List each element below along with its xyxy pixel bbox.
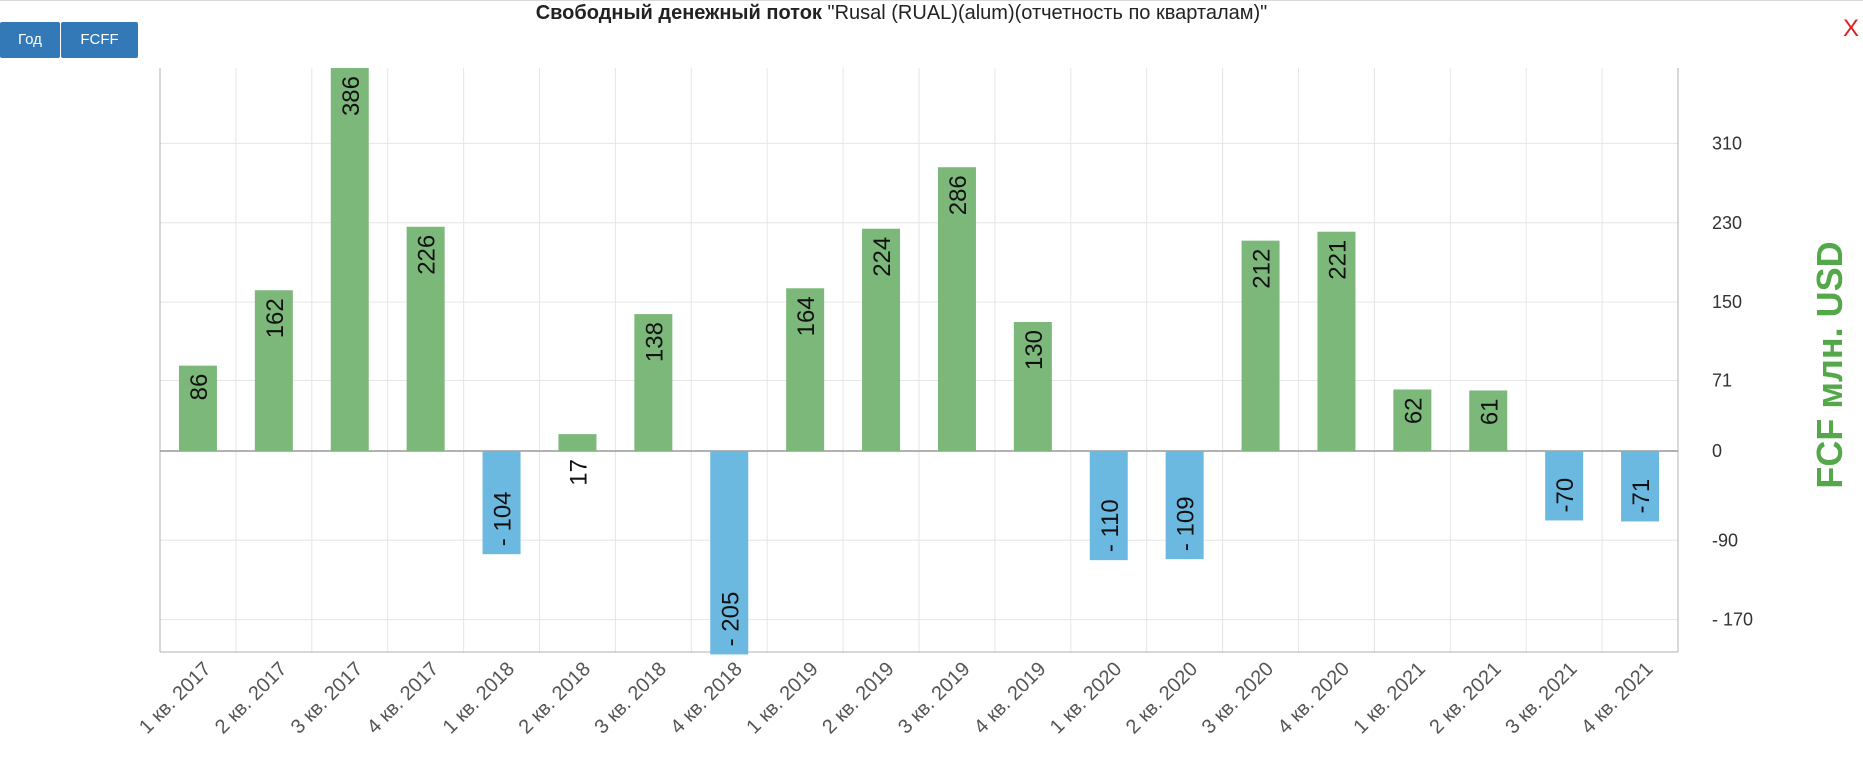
- data-label: - 109: [1173, 496, 1200, 551]
- x-tick-label: 4 кв. 2019: [970, 658, 1050, 738]
- bar[interactable]: [937, 167, 976, 452]
- top-border: [0, 0, 1863, 1]
- data-label: 286: [945, 175, 972, 215]
- data-label: - 205: [717, 592, 744, 647]
- bar[interactable]: [634, 314, 673, 451]
- grid: [159, 68, 1679, 653]
- data-labels: 86 162 386 226 - 104 17 138 - 205 164 224 286 130 - …: [186, 76, 1655, 646]
- data-label: 226: [414, 235, 441, 275]
- bar[interactable]: [178, 365, 217, 451]
- data-label: 386: [338, 76, 365, 116]
- data-label: 138: [641, 322, 668, 362]
- data-label: 17: [565, 459, 592, 486]
- y-tick-label: 230: [1712, 213, 1742, 233]
- bar[interactable]: [558, 434, 597, 451]
- bar[interactable]: [710, 451, 749, 655]
- y-tick-label: 0: [1712, 441, 1722, 461]
- x-tick-label: 4 кв. 2020: [1274, 658, 1354, 738]
- data-label: - 104: [490, 491, 517, 546]
- y-axis-title: FCF млн. USD: [1809, 241, 1850, 488]
- bar[interactable]: [1089, 451, 1128, 561]
- data-label: 61: [1476, 398, 1503, 425]
- y-axis-ticks: 310 230 150 71 0 -90 - 170: [1712, 133, 1753, 629]
- fcff-button[interactable]: FCFF: [61, 22, 138, 58]
- x-tick-label: 1 кв. 2017: [135, 658, 215, 738]
- x-tick-label: 2 кв. 2021: [1425, 658, 1505, 738]
- bar[interactable]: [254, 290, 293, 451]
- data-label: 164: [793, 296, 820, 336]
- data-label: - 110: [1097, 499, 1124, 552]
- x-tick-label: 3 кв. 2019: [894, 658, 974, 738]
- bars: [178, 68, 1660, 655]
- x-tick-label: 3 кв. 2021: [1501, 658, 1581, 738]
- close-icon[interactable]: X: [1842, 15, 1859, 42]
- data-label: 224: [869, 237, 896, 277]
- x-tick-label: 2 кв. 2017: [211, 658, 291, 738]
- bar[interactable]: [1393, 389, 1432, 451]
- data-label: 212: [1249, 249, 1276, 289]
- y-tick-label: - 170: [1712, 610, 1753, 630]
- chart-title-rest: "Rusal (RUAL)(alum)(отчетность по кварта…: [821, 2, 1268, 24]
- x-tick-label: 4 кв. 2018: [666, 658, 746, 738]
- data-label: 62: [1400, 397, 1427, 424]
- y-tick-label: -90: [1712, 530, 1738, 550]
- bar[interactable]: [330, 68, 369, 451]
- chart-title-bold: Свободный денежный поток: [535, 2, 822, 24]
- x-tick-label: 1 кв. 2021: [1350, 658, 1430, 738]
- bar[interactable]: [406, 226, 445, 451]
- bar[interactable]: [1165, 451, 1204, 560]
- x-tick-label: 1 кв. 2019: [742, 658, 822, 738]
- bar[interactable]: [862, 228, 901, 451]
- data-label: 221: [1324, 240, 1351, 280]
- y-tick-label: 310: [1712, 133, 1742, 153]
- chart-title: Свободный денежный поток "Rusal (RUAL)(a…: [0, 2, 1833, 25]
- x-tick-label: 2 кв. 2018: [515, 658, 595, 738]
- bar[interactable]: [1317, 231, 1356, 451]
- bar[interactable]: [1469, 390, 1508, 451]
- x-tick-label: 4 кв. 2017: [363, 658, 443, 738]
- data-label: 86: [186, 374, 213, 401]
- x-tick-label: 3 кв. 2018: [591, 658, 671, 738]
- x-tick-label: 4 кв. 2021: [1577, 658, 1657, 738]
- bar[interactable]: [1013, 322, 1052, 451]
- x-tick-label: 2 кв. 2020: [1122, 658, 1202, 738]
- x-tick-label: 1 кв. 2020: [1046, 658, 1126, 738]
- bar[interactable]: [1621, 451, 1660, 522]
- x-tick-label: 3 кв. 2020: [1198, 658, 1278, 738]
- data-label: 162: [262, 298, 289, 338]
- data-label: 130: [1021, 330, 1048, 370]
- bar[interactable]: [1241, 240, 1280, 451]
- bar[interactable]: [786, 288, 825, 451]
- y-tick-label: 150: [1712, 292, 1742, 312]
- data-label: -71: [1628, 479, 1655, 514]
- bar[interactable]: [482, 451, 521, 555]
- x-tick-label: 2 кв. 2019: [818, 658, 898, 738]
- x-tick-label: 1 кв. 2018: [439, 658, 519, 738]
- x-tick-label: 3 кв. 2017: [287, 658, 367, 738]
- data-label: -70: [1552, 478, 1579, 513]
- y-tick-label: 71: [1712, 371, 1732, 391]
- bar[interactable]: [1545, 451, 1584, 521]
- year-button[interactable]: Год: [0, 22, 60, 58]
